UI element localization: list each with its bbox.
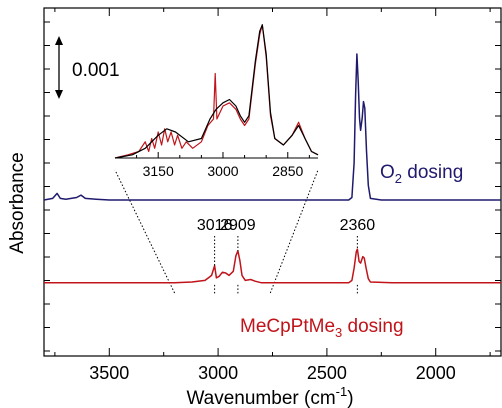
- scale-bar-arrow-bottom: [55, 90, 63, 99]
- scale-bar: 0.001: [55, 36, 120, 99]
- inset-plot: 3150 3000 2850: [114, 24, 319, 294]
- inset-x-tick-label: 3150: [143, 163, 174, 179]
- x-tick-label: 2000: [416, 363, 456, 383]
- inset-x-tick-label: 2850: [272, 163, 303, 179]
- zoom-connector-left: [114, 169, 176, 294]
- inset-x-tick-label: 3000: [207, 163, 238, 179]
- series-label-o2-main: O: [380, 162, 395, 183]
- x-axis-label: Wavenumber (cm-1): [186, 384, 353, 408]
- annotation-label: 2360: [340, 217, 376, 234]
- zoom-connector-right: [269, 169, 319, 294]
- series-label-o2-sub: 2: [395, 171, 402, 186]
- x-tick-label: 3000: [198, 363, 238, 383]
- series-label-mecpptme3-sub: 3: [335, 325, 342, 340]
- series-label-o2-dosing: O2 dosing: [380, 162, 463, 186]
- annotation-label: 2909: [220, 217, 256, 234]
- x-axis-label-sup: -1: [336, 384, 348, 399]
- series-line-mecpptme3-dosing: [44, 248, 501, 284]
- scale-bar-label: 0.001: [72, 60, 120, 81]
- main-axes: 3500 3000 2500 2000: [43, 7, 502, 383]
- x-tick-label: 2500: [307, 363, 347, 383]
- inset-series-line-black: [114, 24, 319, 159]
- series-label-mecpptme3-main: MeCpPtMe: [240, 316, 335, 337]
- x-tick-label: 3500: [89, 363, 129, 383]
- scale-bar-arrow-top: [55, 36, 63, 45]
- x-axis-label-main: Wavenumber (cm: [186, 388, 335, 408]
- series-label-mecpptme3-dosing: MeCpPtMe3 dosing: [240, 316, 404, 340]
- x-axis-label-close: ): [347, 388, 353, 408]
- y-axis-label: Absorbance: [7, 152, 28, 253]
- inset-series-line-red: [114, 24, 319, 159]
- annotation-label: 3016: [197, 217, 233, 234]
- series-label-mecpptme3-rest: dosing: [342, 316, 403, 337]
- series-line-o2-dosing: [43, 53, 501, 201]
- series-label-o2-rest: dosing: [402, 162, 463, 183]
